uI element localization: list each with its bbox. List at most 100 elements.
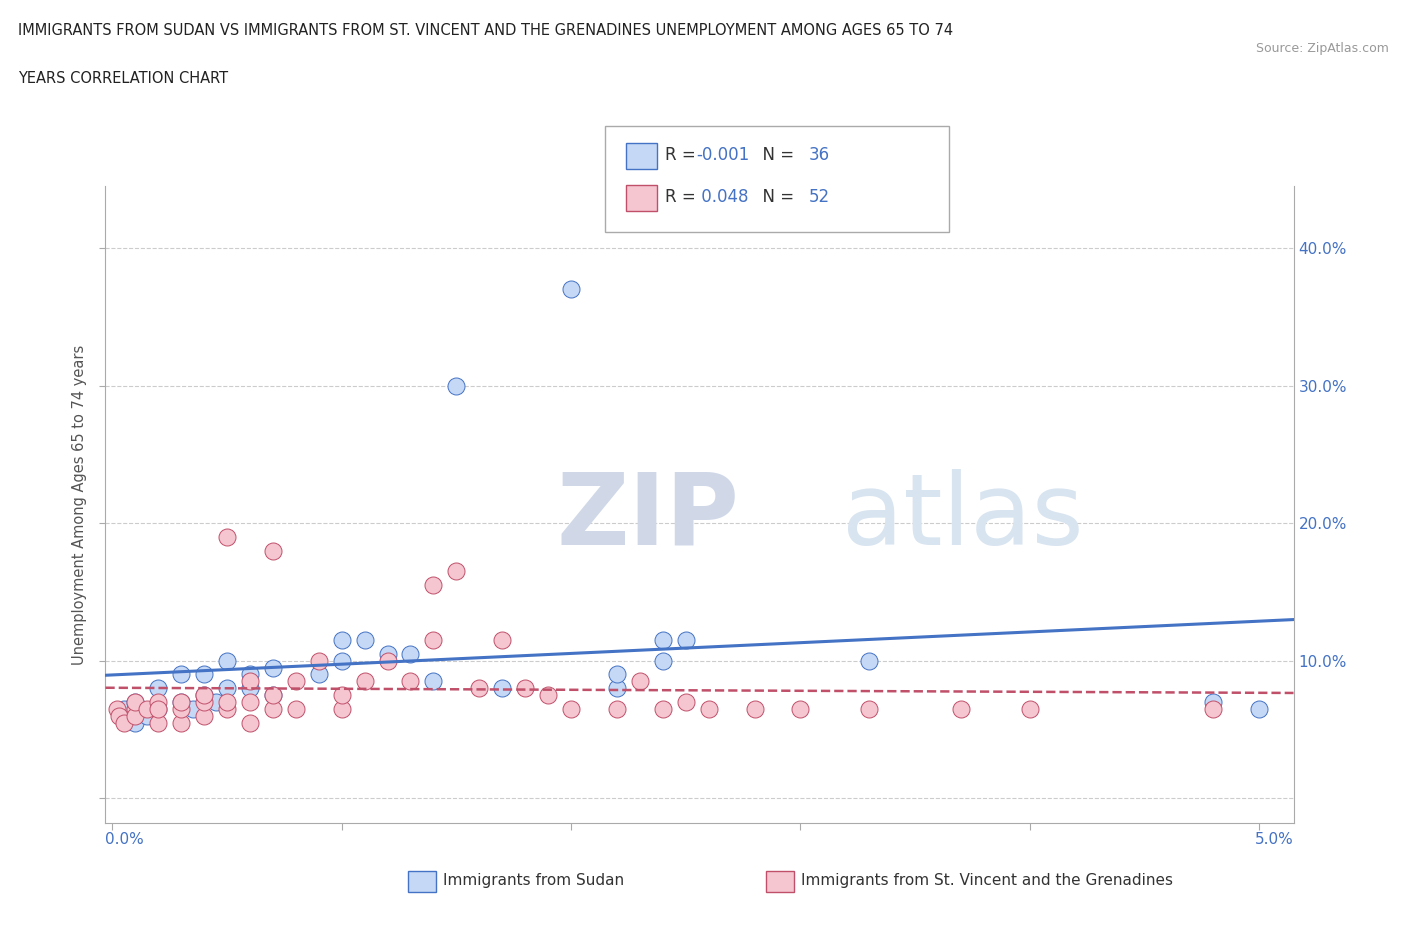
Point bbox=[262, 687, 284, 702]
Point bbox=[330, 632, 353, 647]
Point bbox=[239, 674, 262, 689]
Point bbox=[262, 687, 284, 702]
Point bbox=[170, 715, 193, 730]
Text: Source: ZipAtlas.com: Source: ZipAtlas.com bbox=[1256, 42, 1389, 55]
Point bbox=[262, 543, 284, 558]
Point bbox=[124, 715, 146, 730]
Text: IMMIGRANTS FROM SUDAN VS IMMIGRANTS FROM ST. VINCENT AND THE GRENADINES UNEMPLOY: IMMIGRANTS FROM SUDAN VS IMMIGRANTS FROM… bbox=[18, 23, 953, 38]
Point bbox=[628, 674, 651, 689]
Point bbox=[124, 701, 146, 716]
Point bbox=[468, 681, 491, 696]
Point bbox=[858, 701, 880, 716]
Text: atlas: atlas bbox=[842, 469, 1084, 565]
Point bbox=[170, 695, 193, 710]
Point bbox=[262, 660, 284, 675]
Text: Immigrants from Sudan: Immigrants from Sudan bbox=[443, 873, 624, 888]
Text: -0.001: -0.001 bbox=[696, 146, 749, 165]
Point bbox=[170, 695, 193, 710]
Point bbox=[124, 695, 146, 710]
Point bbox=[675, 632, 697, 647]
Point bbox=[1202, 695, 1225, 710]
Point bbox=[112, 701, 135, 716]
Point bbox=[422, 578, 444, 592]
Point bbox=[239, 667, 262, 682]
Point bbox=[193, 687, 215, 702]
Point bbox=[651, 653, 673, 668]
Point bbox=[148, 701, 170, 716]
Point bbox=[1249, 701, 1271, 716]
Point bbox=[215, 681, 238, 696]
Point bbox=[422, 632, 444, 647]
Y-axis label: Unemployment Among Ages 65 to 74 years: Unemployment Among Ages 65 to 74 years bbox=[72, 344, 87, 665]
Point bbox=[148, 715, 170, 730]
Point bbox=[112, 715, 135, 730]
Point bbox=[193, 709, 215, 724]
Point bbox=[105, 701, 128, 716]
Point bbox=[697, 701, 720, 716]
Point bbox=[148, 695, 170, 710]
Point bbox=[537, 687, 560, 702]
Point bbox=[744, 701, 766, 716]
Text: 52: 52 bbox=[808, 188, 830, 206]
Point bbox=[215, 701, 238, 716]
Point bbox=[193, 667, 215, 682]
Point bbox=[148, 701, 170, 716]
Point bbox=[353, 632, 375, 647]
Point bbox=[284, 701, 307, 716]
Point bbox=[446, 379, 468, 393]
Point bbox=[284, 674, 307, 689]
Point bbox=[239, 681, 262, 696]
Text: ZIP: ZIP bbox=[557, 469, 740, 565]
Point bbox=[399, 674, 422, 689]
Point bbox=[330, 687, 353, 702]
Text: N =: N = bbox=[752, 188, 800, 206]
Point bbox=[193, 695, 215, 710]
Point bbox=[308, 667, 330, 682]
Point bbox=[377, 646, 399, 661]
Point bbox=[108, 709, 131, 724]
Point bbox=[330, 701, 353, 716]
Point bbox=[215, 653, 238, 668]
Point bbox=[858, 653, 880, 668]
Text: R =: R = bbox=[665, 188, 702, 206]
Point bbox=[170, 701, 193, 716]
Point bbox=[124, 709, 146, 724]
Point bbox=[491, 681, 513, 696]
Point bbox=[515, 681, 537, 696]
Point bbox=[204, 695, 226, 710]
Point bbox=[124, 695, 146, 710]
Point bbox=[239, 695, 262, 710]
Point bbox=[215, 529, 238, 544]
Point bbox=[1202, 701, 1225, 716]
Point bbox=[422, 674, 444, 689]
Point bbox=[135, 701, 157, 716]
Text: 0.048: 0.048 bbox=[696, 188, 748, 206]
Text: Immigrants from St. Vincent and the Grenadines: Immigrants from St. Vincent and the Gren… bbox=[801, 873, 1174, 888]
Point bbox=[606, 667, 628, 682]
Point bbox=[949, 701, 972, 716]
Point bbox=[651, 701, 673, 716]
Point bbox=[308, 653, 330, 668]
Point bbox=[193, 687, 215, 702]
Point bbox=[181, 701, 204, 716]
Point bbox=[330, 653, 353, 668]
Point bbox=[560, 282, 582, 297]
Text: 0.0%: 0.0% bbox=[105, 832, 145, 847]
Point bbox=[399, 646, 422, 661]
Point bbox=[560, 701, 582, 716]
Point bbox=[606, 701, 628, 716]
Point bbox=[239, 715, 262, 730]
Point bbox=[651, 632, 673, 647]
Point bbox=[491, 632, 513, 647]
Point bbox=[262, 701, 284, 716]
Text: 5.0%: 5.0% bbox=[1254, 832, 1294, 847]
Text: YEARS CORRELATION CHART: YEARS CORRELATION CHART bbox=[18, 71, 228, 86]
Point bbox=[606, 681, 628, 696]
Point bbox=[789, 701, 811, 716]
Point bbox=[170, 667, 193, 682]
Point bbox=[215, 695, 238, 710]
Point bbox=[353, 674, 375, 689]
Point bbox=[675, 695, 697, 710]
Text: 36: 36 bbox=[808, 146, 830, 165]
Text: N =: N = bbox=[752, 146, 800, 165]
